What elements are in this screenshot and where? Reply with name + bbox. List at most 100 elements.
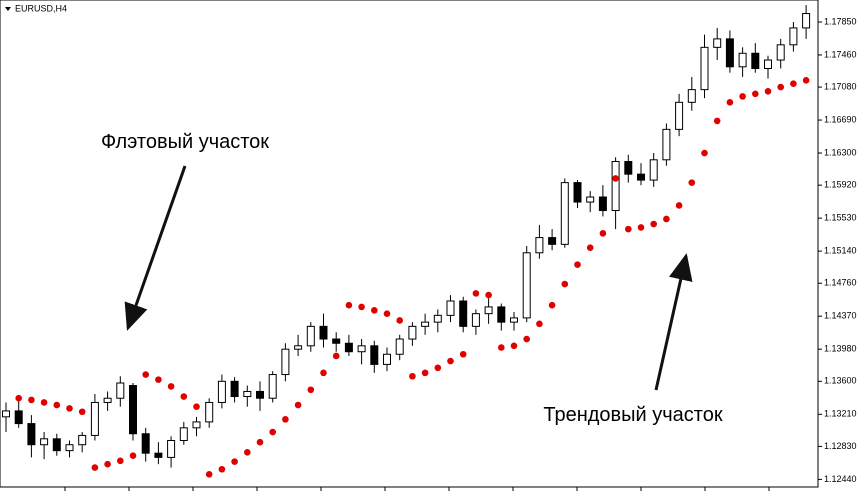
sar-dot: [548, 301, 556, 309]
sar-dot: [802, 77, 810, 84]
y-tick-label: 1.17850: [824, 16, 857, 26]
sar-dot: [91, 464, 99, 471]
sar-dot: [536, 320, 543, 328]
candle-body: [738, 52, 747, 68]
candle-body: [65, 444, 74, 452]
candle-body: [395, 338, 404, 355]
candle-body: [205, 401, 214, 423]
candle-body: [484, 306, 493, 315]
sar-dot: [790, 80, 797, 88]
sar-dot: [459, 350, 467, 358]
candle-body: [103, 397, 112, 403]
candle-body: [802, 13, 811, 29]
arrow: [124, 165, 187, 331]
sar-dot: [675, 202, 683, 209]
sar-dot: [307, 386, 315, 394]
sar-dot: [713, 117, 721, 125]
sar-dot: [625, 225, 632, 233]
sar-dot: [777, 83, 784, 91]
sar-dot: [66, 405, 73, 412]
sar-dot: [155, 376, 162, 383]
sar-dot: [320, 369, 327, 377]
sar-dot: [764, 88, 772, 95]
candle-body: [294, 345, 303, 350]
candle-body: [179, 427, 188, 441]
sar-dot: [294, 401, 302, 409]
sar-dot: [663, 215, 670, 223]
sar-dot: [269, 428, 277, 436]
sar-dot: [218, 465, 226, 473]
candle-body: [586, 196, 595, 203]
candle-body: [510, 317, 518, 323]
candle-body: [560, 182, 569, 245]
sar-dot: [129, 452, 137, 460]
sar-dot: [396, 317, 404, 324]
sar-dot: [650, 220, 657, 228]
sar-dot: [282, 416, 289, 423]
candle-body: [598, 196, 607, 212]
sar-dot: [180, 393, 188, 400]
candle-body: [789, 27, 798, 46]
y-tick-label: 1.16690: [824, 114, 857, 124]
candle-body: [14, 410, 23, 425]
candle-body: [459, 300, 468, 327]
y-tick-label: 1.13980: [824, 344, 857, 354]
candle-body: [370, 345, 379, 365]
candle-body: [535, 237, 544, 254]
candle-body: [217, 380, 226, 403]
annotation: Флэтовый участок: [101, 131, 269, 153]
y-tick-label: 1.12440: [824, 474, 857, 484]
y-tick-label: 1.17080: [824, 81, 857, 91]
sar-dot: [15, 394, 22, 402]
y-tick-label: 1.12830: [824, 441, 857, 451]
candle-body: [713, 38, 722, 48]
menu-arrow: [5, 7, 11, 11]
candle-body: [192, 421, 201, 429]
sar-dot: [205, 471, 213, 478]
candle-body: [408, 325, 417, 340]
sar-dot: [332, 352, 340, 360]
y-tick-label: 1.13600: [824, 376, 857, 386]
sar-dot: [40, 399, 48, 406]
candle-body: [446, 300, 455, 316]
candle-body: [319, 325, 328, 340]
candle-body: [167, 439, 176, 458]
candle-body: [27, 423, 36, 446]
sar-dot: [688, 179, 696, 186]
candle-body: [675, 101, 684, 130]
candle-body: [764, 59, 772, 69]
candle-body: [268, 374, 277, 399]
sar-dot: [167, 383, 175, 390]
y-tick-label: 1.14370: [824, 311, 857, 321]
y-tick-label: 1.16300: [824, 147, 857, 157]
candle-body: [116, 382, 125, 399]
sar-dot: [28, 396, 35, 404]
candle-body: [662, 128, 671, 161]
candle-body: [611, 160, 620, 212]
candle-body: [649, 159, 658, 181]
sar-dot: [447, 357, 454, 365]
candle-body: [573, 182, 582, 203]
candle-body: [357, 345, 366, 353]
sar-dot: [371, 306, 378, 314]
sar-dot: [485, 291, 492, 299]
candle-body: [154, 452, 163, 458]
candle-body: [637, 173, 645, 181]
candle-body: [471, 313, 480, 327]
sar-dot: [434, 364, 442, 372]
candle-body: [751, 52, 760, 69]
chart-title: EURUSD,H4: [15, 3, 67, 13]
candle-body: [40, 438, 49, 446]
candle-body: [306, 325, 315, 347]
sar-dot: [726, 99, 734, 106]
sar-dot: [193, 403, 200, 410]
sar-dot: [510, 342, 518, 350]
candle-body: [344, 342, 353, 353]
sar-dot: [53, 401, 61, 409]
candle-body: [129, 385, 137, 435]
candle-body: [52, 438, 61, 452]
annotation: Трендовый участок: [543, 404, 723, 426]
sar-dot: [612, 175, 619, 182]
arrow: [654, 253, 693, 391]
